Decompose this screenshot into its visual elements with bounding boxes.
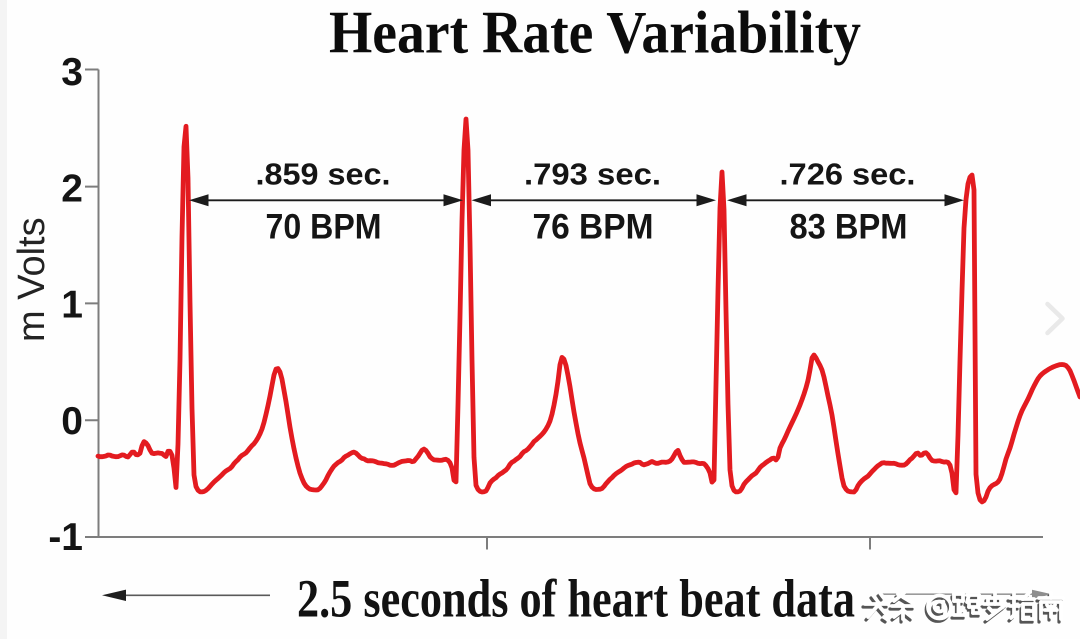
svg-text:2: 2 [61,167,83,210]
svg-text:83 BPM: 83 BPM [790,207,908,247]
svg-text:70 BPM: 70 BPM [266,207,382,247]
svg-text:.793 sec.: .793 sec. [524,158,661,192]
svg-text:-1: -1 [48,516,83,559]
svg-text:0: 0 [61,400,83,443]
svg-text:2.5 seconds of heart beat data: 2.5 seconds of heart beat data [297,569,855,629]
svg-text:m Volts: m Volts [11,217,53,342]
svg-text:.726 sec.: .726 sec. [780,158,916,192]
svg-text:.859 sec.: .859 sec. [256,158,391,192]
svg-text:1: 1 [61,284,83,327]
svg-text:3: 3 [61,51,83,94]
svg-text:Heart Rate Variability: Heart Rate Variability [329,0,861,67]
svg-text:76 BPM: 76 BPM [533,207,654,247]
